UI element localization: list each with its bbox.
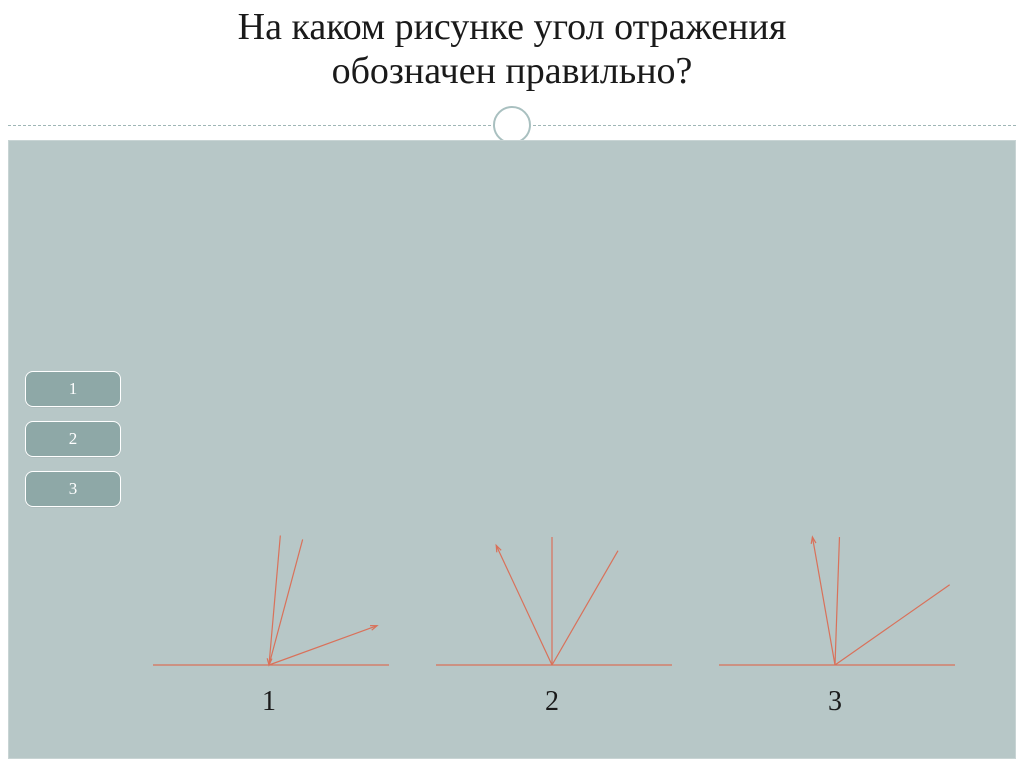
diagram-1-label: 1 xyxy=(262,686,276,718)
diagram-3-svg xyxy=(705,520,965,680)
answer-button-label: 3 xyxy=(69,479,78,499)
content-area: 1 2 3 1 2 3 xyxy=(8,140,1016,759)
answer-button-1[interactable]: 1 xyxy=(25,371,121,407)
title-line2: обозначен правильно? xyxy=(332,50,693,92)
answer-button-label: 1 xyxy=(69,379,78,399)
page-title: На каком рисунке угол отражения обозначе… xyxy=(0,0,1024,113)
diagram-2-label: 2 xyxy=(545,686,559,718)
answer-button-2[interactable]: 2 xyxy=(25,421,121,457)
divider-circle-icon xyxy=(493,106,531,144)
diagram-2: 2 xyxy=(422,520,682,718)
diagram-1: 1 xyxy=(139,520,399,718)
answer-button-label: 2 xyxy=(69,429,78,449)
diagram-3: 3 xyxy=(705,520,965,718)
diagram-1-svg xyxy=(139,520,399,680)
title-line1: На каком рисунке угол отражения xyxy=(238,6,787,48)
diagrams-row: 1 2 3 xyxy=(139,520,965,718)
slide: На каком рисунке угол отражения обозначе… xyxy=(0,0,1024,767)
diagram-2-svg xyxy=(422,520,682,680)
answer-button-3[interactable]: 3 xyxy=(25,471,121,507)
answer-button-group: 1 2 3 xyxy=(25,371,121,507)
diagram-3-label: 3 xyxy=(828,686,842,718)
